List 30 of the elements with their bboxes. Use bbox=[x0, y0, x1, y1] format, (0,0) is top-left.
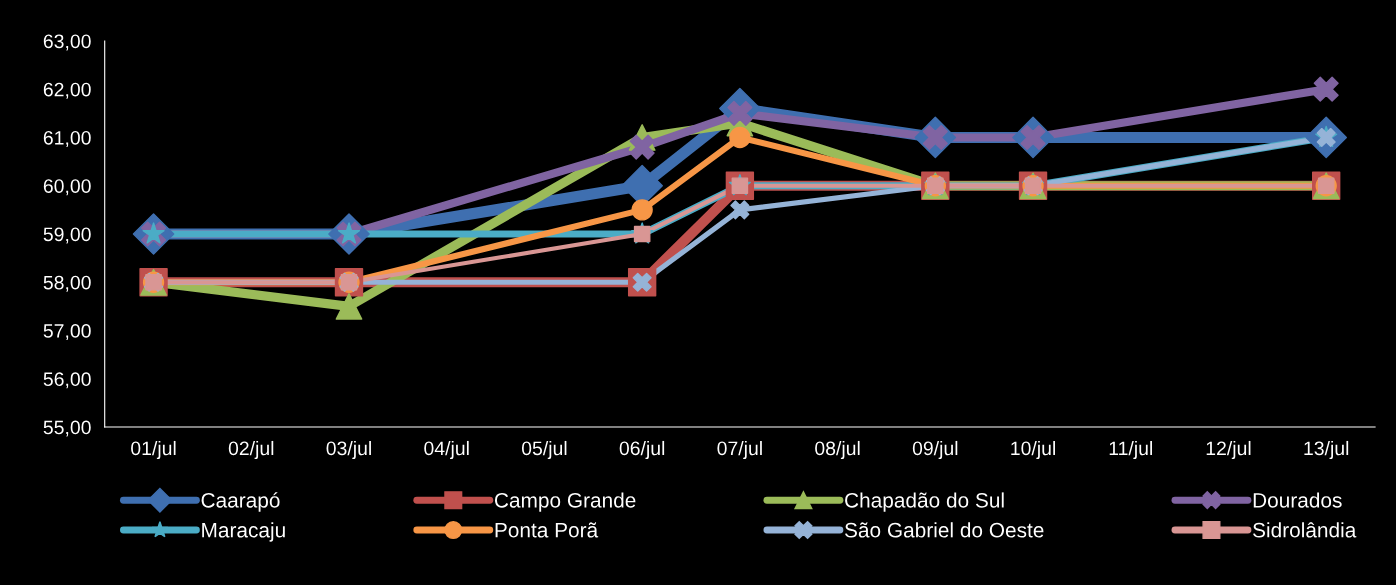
x-tick-label: 10/jul bbox=[1011, 440, 1055, 460]
x-tick-label: 06/jul bbox=[619, 440, 665, 460]
x-tick-label: 11/jul bbox=[1109, 440, 1152, 460]
x-tick-label: 03/jul bbox=[326, 440, 371, 460]
y-tick-label: 55,00 bbox=[43, 420, 91, 437]
legend-label: Caarapó bbox=[201, 492, 280, 512]
legend-label: Sidrolândia bbox=[1253, 522, 1357, 538]
x-tick-label: 12/jul bbox=[1206, 440, 1251, 460]
x-tick-label: 09/jul bbox=[912, 440, 958, 460]
x-tick-label: 07/jul bbox=[717, 440, 762, 460]
y-tick-label: 58,00 bbox=[43, 275, 91, 292]
x-tick-label: 13/jul bbox=[1304, 440, 1349, 460]
x-tick-label: 05/jul bbox=[521, 440, 567, 460]
y-tick-label: 62,00 bbox=[43, 82, 91, 99]
x-tick-label: 01/jul bbox=[131, 440, 176, 460]
legend-label: Dourados bbox=[1253, 492, 1342, 508]
x-tick-label: 02/jul bbox=[228, 440, 274, 460]
x-tick-label: 08/jul bbox=[815, 440, 860, 460]
legend-label: São Gabriel do Oeste bbox=[844, 522, 1044, 538]
y-tick-label: 56,00 bbox=[43, 372, 91, 389]
x-tick-label: 04/jul bbox=[424, 440, 469, 460]
legend-label: Campo Grande bbox=[494, 492, 636, 512]
y-tick-label: 57,00 bbox=[43, 323, 91, 341]
y-tick-label: 63,00 bbox=[43, 34, 91, 51]
legend-label: Chapadão do Sul bbox=[845, 492, 1004, 512]
y-tick-label: 59,00 bbox=[43, 227, 91, 244]
legend-label: Maracaju bbox=[202, 522, 285, 542]
y-tick-label: 61,00 bbox=[43, 130, 91, 148]
legend-label: Ponta Porã bbox=[495, 522, 599, 538]
y-tick-label: 60,00 bbox=[43, 179, 91, 196]
